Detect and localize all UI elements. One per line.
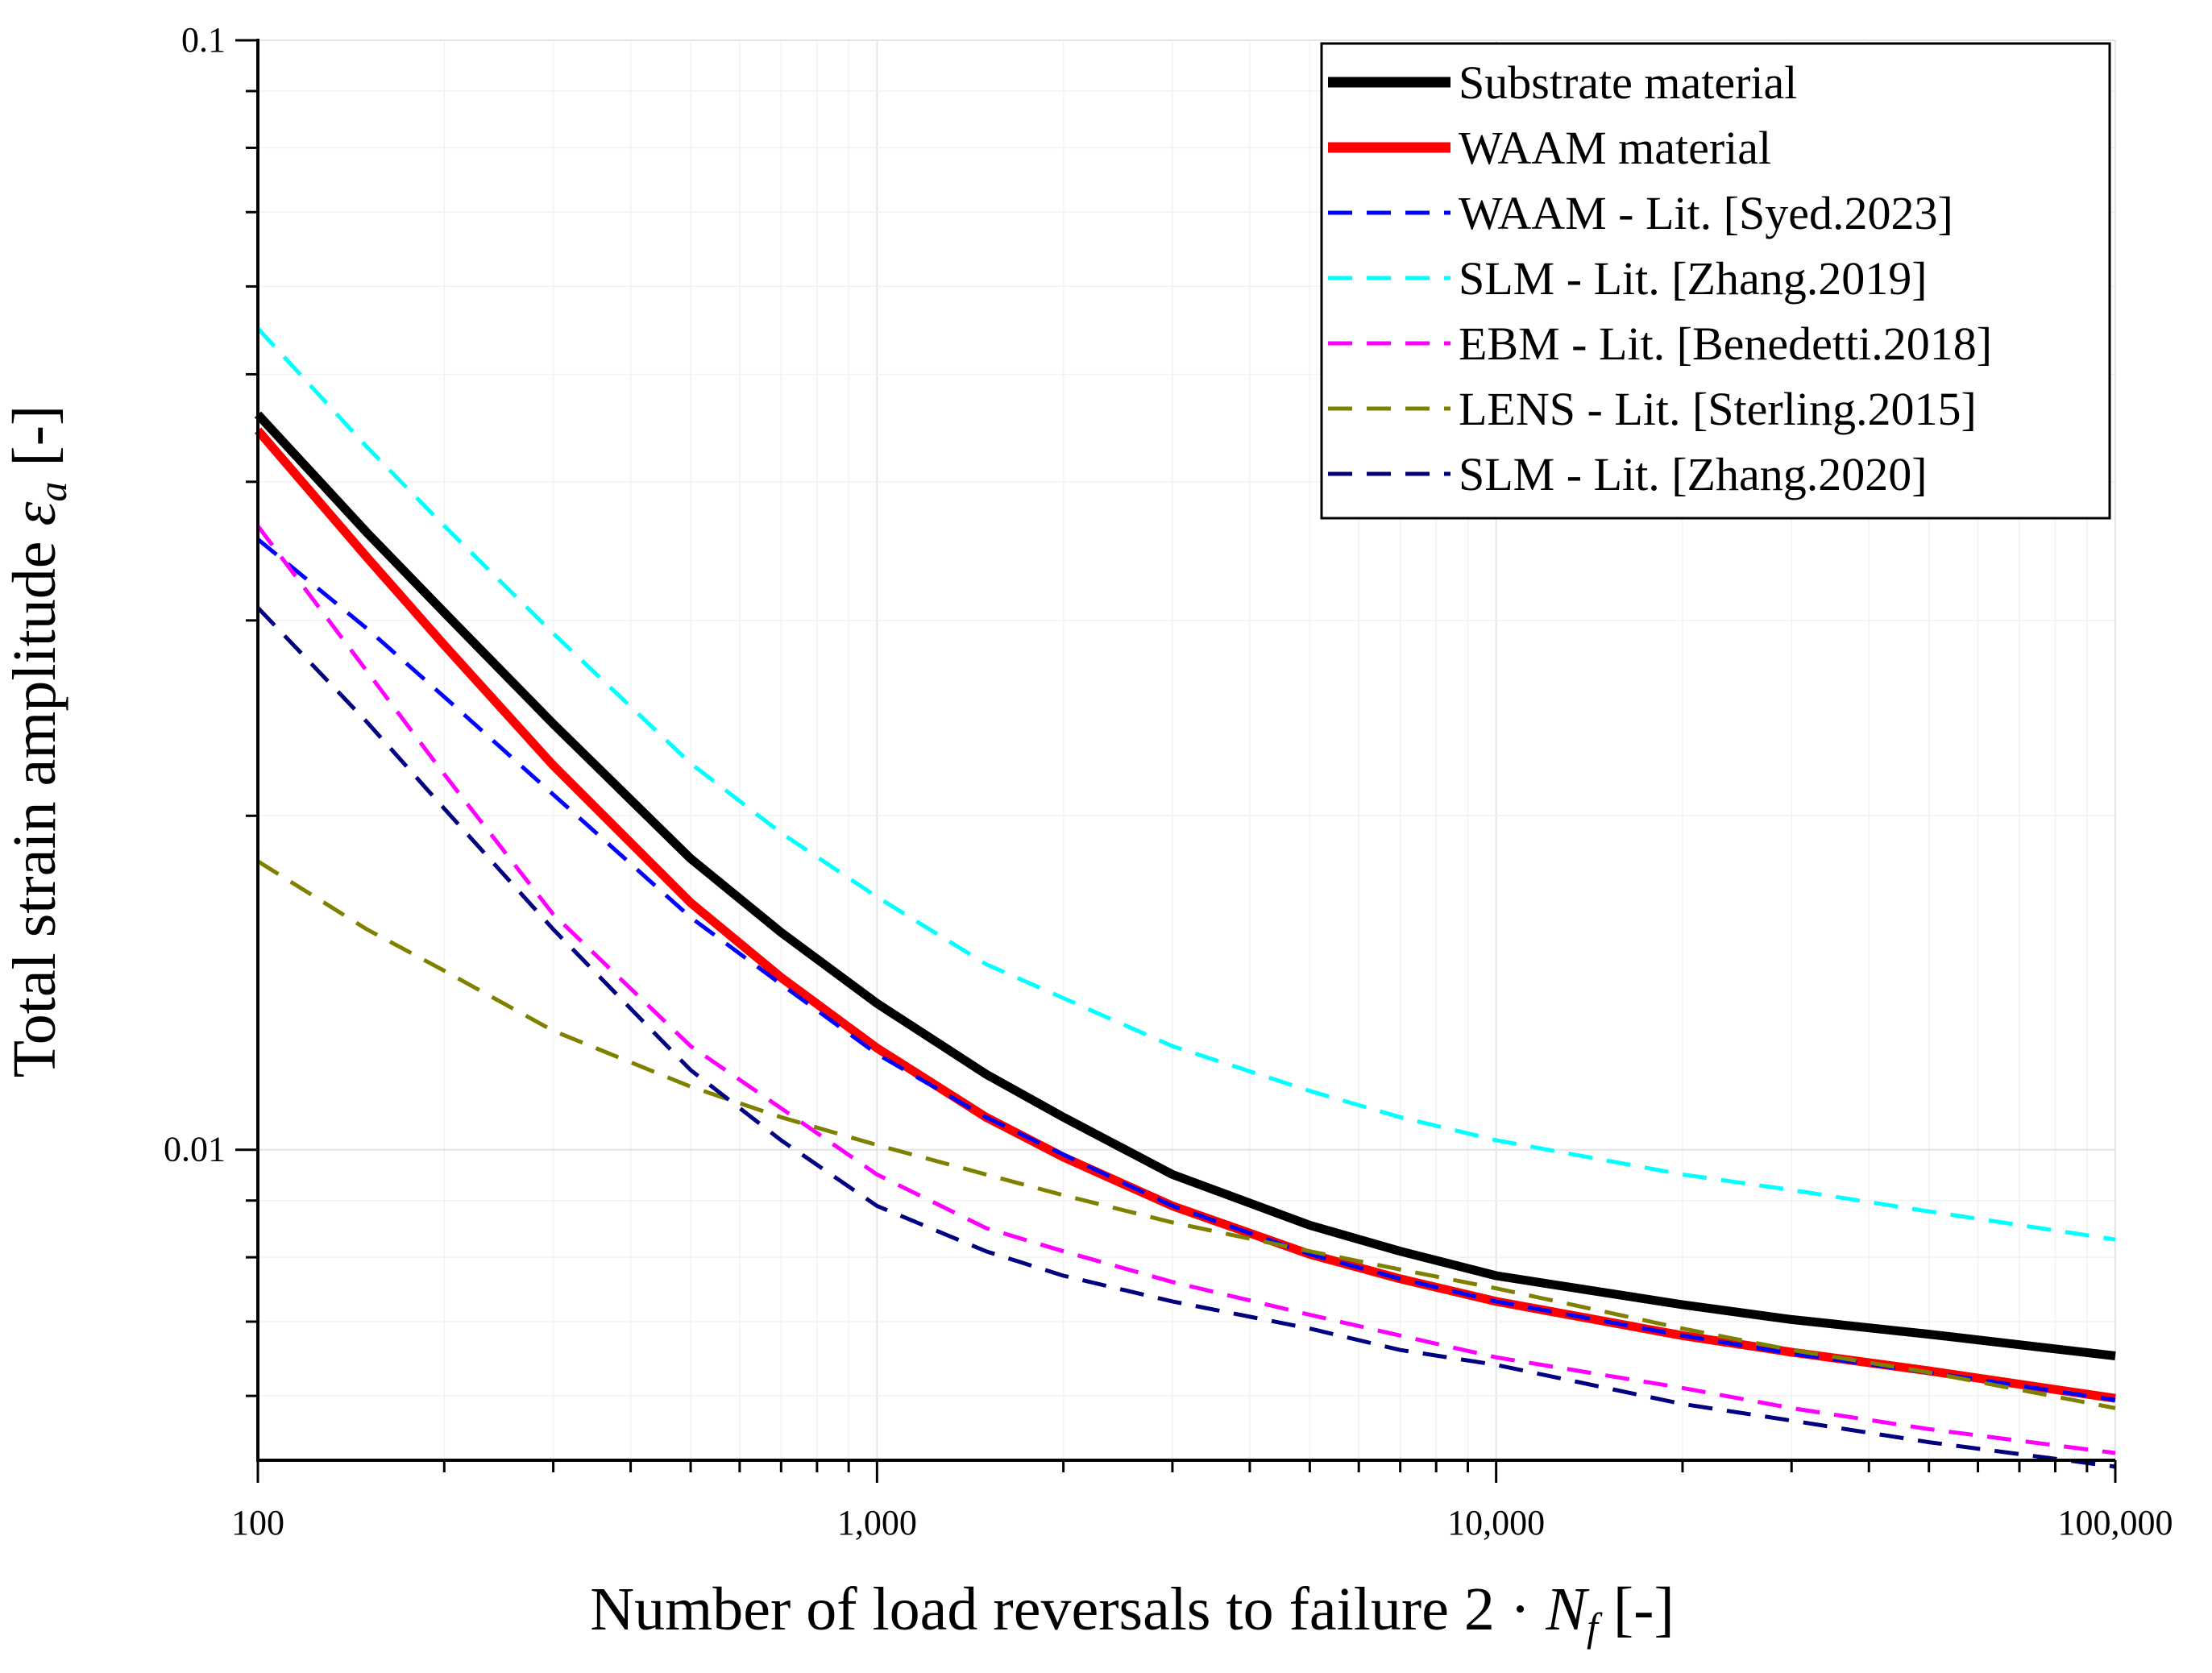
y-axis-title: Total strain amplitude εa [-] — [1, 405, 75, 1078]
legend-label: EBM - Lit. [Benedetti.2018] — [1459, 318, 1992, 370]
y-axis-title-subscript: a — [30, 482, 75, 502]
y-axis-title-suffix: [-] — [1, 405, 68, 482]
series-line — [254, 411, 2116, 1360]
x-tick-label: 100,000 — [2058, 1503, 2173, 1542]
x-axis-title-text: Number of load reversals to failure 2 · — [590, 1575, 1546, 1643]
x-tick-label: 1,000 — [837, 1503, 917, 1542]
legend-label: SLM - Lit. [Zhang.2019] — [1459, 252, 1928, 305]
y-tick-label: 0.01 — [164, 1130, 226, 1169]
series-line — [254, 427, 2116, 1403]
legend-label: WAAM - Lit. [Syed.2023] — [1459, 187, 1953, 239]
plot-series — [254, 326, 2116, 1469]
x-axis-title: Number of load reversals to failure 2 · … — [590, 1575, 1675, 1650]
series-line — [256, 538, 2116, 1402]
legend: Substrate material WAAM material WAAM - Li… — [1320, 42, 2111, 520]
series-line — [256, 326, 2116, 1242]
x-tick-label: 100 — [231, 1503, 284, 1542]
legend-label: WAAM material — [1459, 122, 1771, 174]
x-axis-title-symbol: N — [1545, 1575, 1590, 1643]
legend-label: SLM - Lit. [Zhang.2020] — [1459, 448, 1928, 500]
y-axis-title-symbol: ε — [1, 502, 68, 526]
series-line — [256, 606, 2116, 1469]
y-tick-label: 0.1 — [181, 20, 226, 60]
x-axis-title-suffix: [-] — [1598, 1575, 1675, 1643]
axes: 100 1,000 10,000 100,000 0.1 0.01 — [164, 20, 2173, 1542]
legend-label: LENS - Lit. [Sterling.2015] — [1459, 383, 1977, 435]
y-axis-title-text: Total strain amplitude — [1, 526, 68, 1078]
legend-box — [1320, 42, 2111, 520]
legend-label: Substrate material — [1459, 56, 1797, 109]
series-line — [256, 859, 2116, 1410]
series-line — [256, 525, 2116, 1455]
x-tick-label: 10,000 — [1447, 1503, 1545, 1542]
